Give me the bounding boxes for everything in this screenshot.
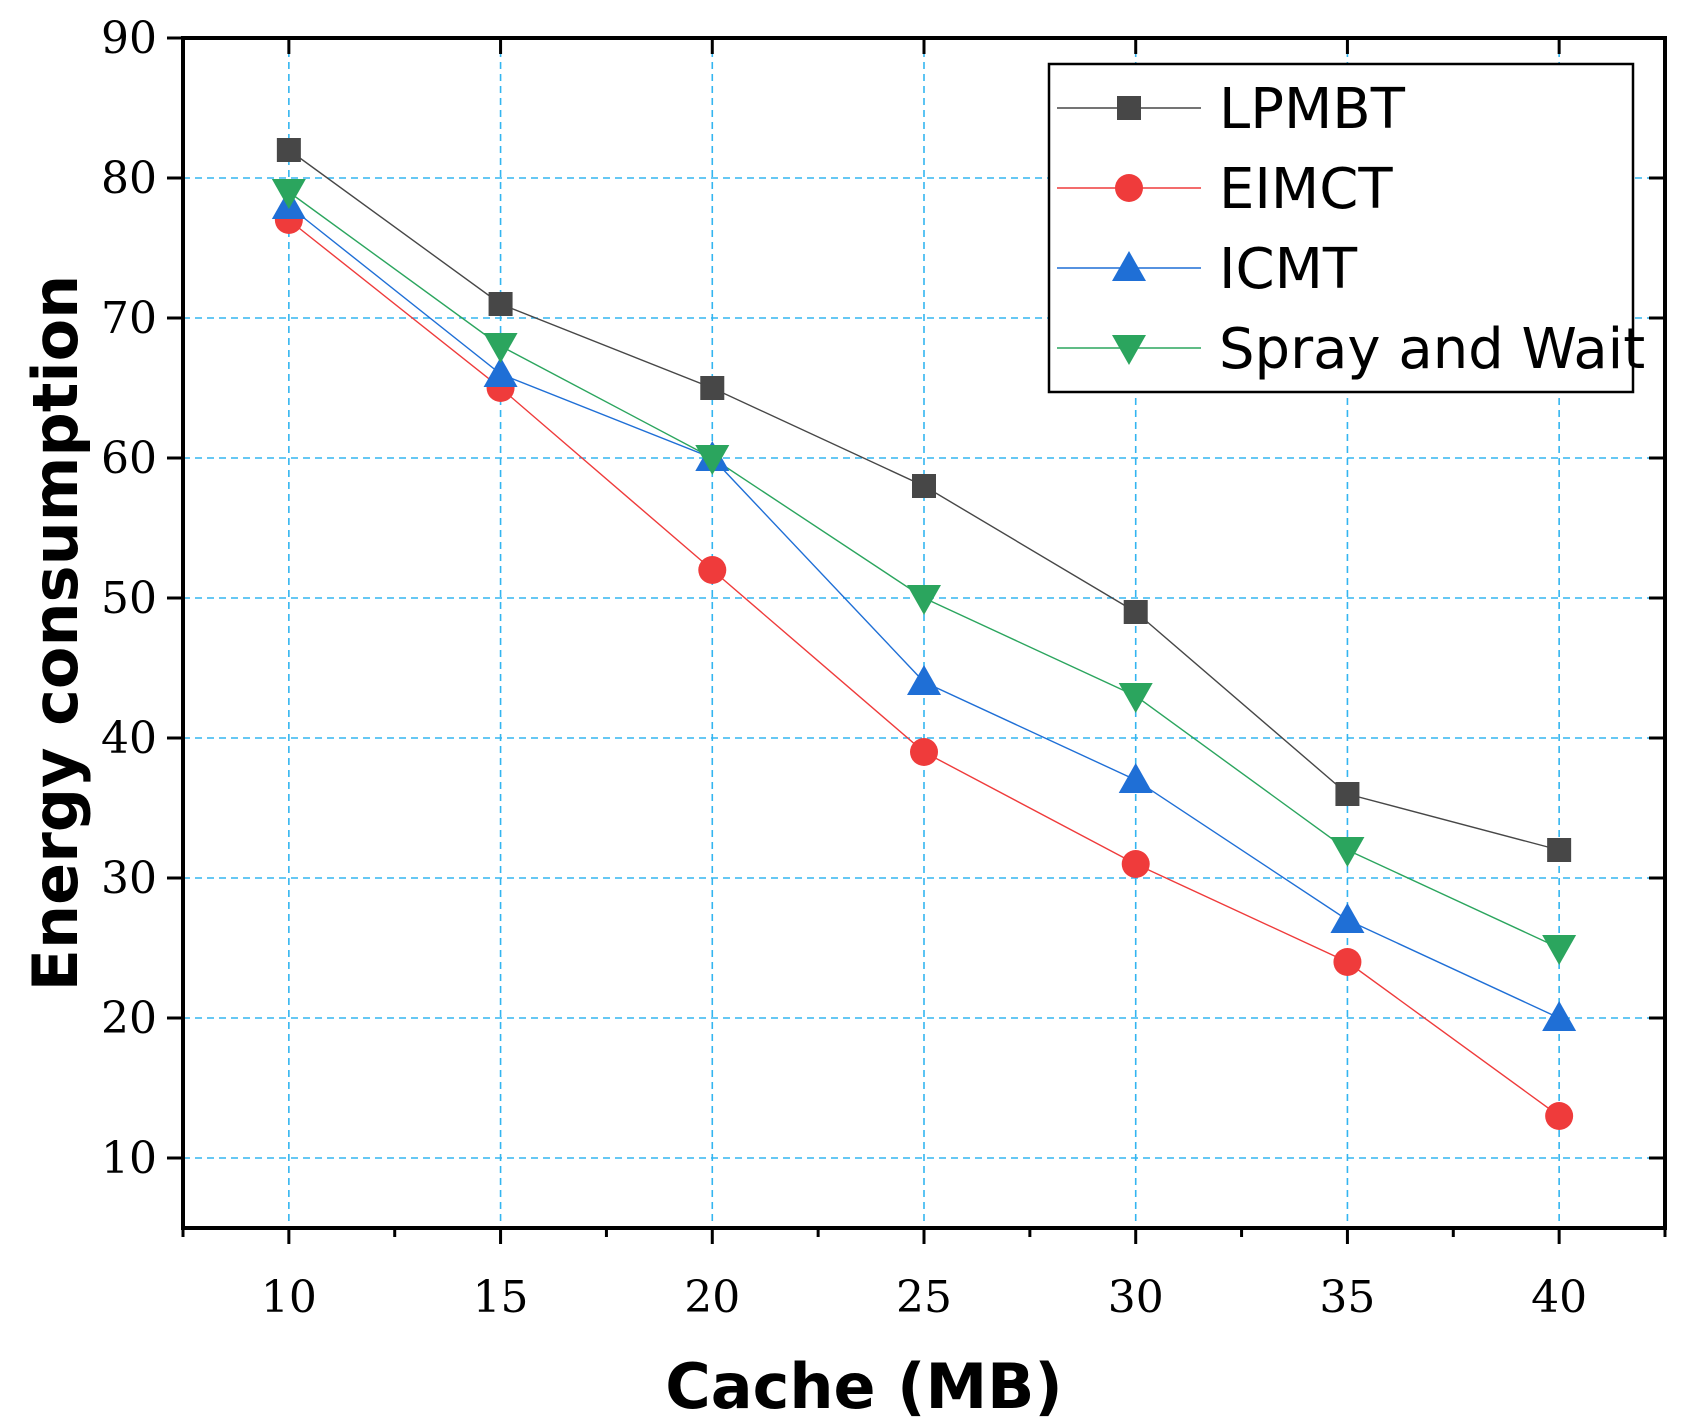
data-point	[907, 585, 941, 615]
data-point	[271, 179, 306, 209]
data-point	[910, 738, 938, 766]
x-tick-label: 25	[896, 1272, 952, 1323]
data-point	[1335, 782, 1360, 806]
y-tick-label: 80	[101, 153, 157, 204]
grid	[183, 38, 1665, 1228]
data-point	[907, 665, 941, 695]
legend-label: ICMT	[1219, 237, 1358, 302]
markers-spray-and-wait	[271, 179, 1577, 965]
legend-marker	[1112, 335, 1146, 365]
markers-lpmbt	[276, 138, 1572, 862]
x-tick-label: 10	[261, 1272, 317, 1323]
data-point	[1545, 1102, 1574, 1130]
series-layer	[271, 138, 1577, 1130]
data-point	[912, 474, 936, 498]
legend-box	[1047, 62, 1635, 394]
data-point	[1121, 850, 1150, 878]
legend-marker	[1112, 251, 1146, 281]
axis-ticks	[167, 36, 1667, 1244]
data-point	[488, 292, 513, 316]
legend-label: EIMCT	[1219, 157, 1393, 222]
data-point	[1542, 935, 1577, 965]
y-tick-label: 30	[101, 853, 157, 904]
y-tick-label: 20	[101, 993, 157, 1044]
x-tick-label: 15	[473, 1272, 529, 1323]
y-tick-label: 50	[101, 573, 157, 624]
legend-item: ICMT	[1057, 237, 1358, 302]
legend-marker	[1117, 96, 1141, 120]
x-tick-label: 40	[1531, 1272, 1587, 1323]
data-point	[483, 333, 518, 363]
legend: LPMBT EIMCT ICMT Spray and Wait	[1047, 62, 1645, 394]
y-tick-label: 40	[101, 713, 157, 764]
data-point	[1118, 763, 1153, 793]
y-tick-label: 70	[101, 293, 157, 344]
data-point	[1123, 600, 1148, 624]
y-axis-title: Energy consumption	[19, 275, 92, 992]
legend-item: Spray and Wait	[1057, 317, 1645, 382]
data-point	[483, 357, 518, 387]
tick-labels: 10 15 20 25 30 35 40 10 20 30 40 50 60 70 80 90	[101, 13, 1587, 1323]
data-point	[700, 376, 725, 400]
legend-label: LPMBT	[1219, 77, 1406, 142]
data-point	[1547, 838, 1572, 862]
data-point	[1333, 948, 1362, 976]
data-point	[1330, 837, 1365, 867]
x-axis-title: Cache (MB)	[665, 1350, 1063, 1422]
y-tick-label: 60	[101, 433, 157, 484]
data-point	[695, 445, 730, 475]
legend-item: LPMBT	[1057, 77, 1406, 142]
legend-item: EIMCT	[1057, 157, 1393, 222]
data-point	[698, 556, 727, 584]
data-point	[1542, 1001, 1577, 1031]
y-tick-label: 90	[101, 13, 157, 64]
legend-label: Spray and Wait	[1219, 317, 1645, 382]
x-tick-label: 30	[1108, 1272, 1164, 1323]
y-tick-label: 10	[101, 1133, 157, 1184]
data-point	[276, 138, 301, 162]
x-tick-label: 20	[684, 1272, 740, 1323]
data-point	[1330, 903, 1365, 933]
legend-marker	[1115, 174, 1143, 202]
data-point	[1118, 683, 1153, 713]
x-tick-label: 35	[1319, 1272, 1375, 1323]
